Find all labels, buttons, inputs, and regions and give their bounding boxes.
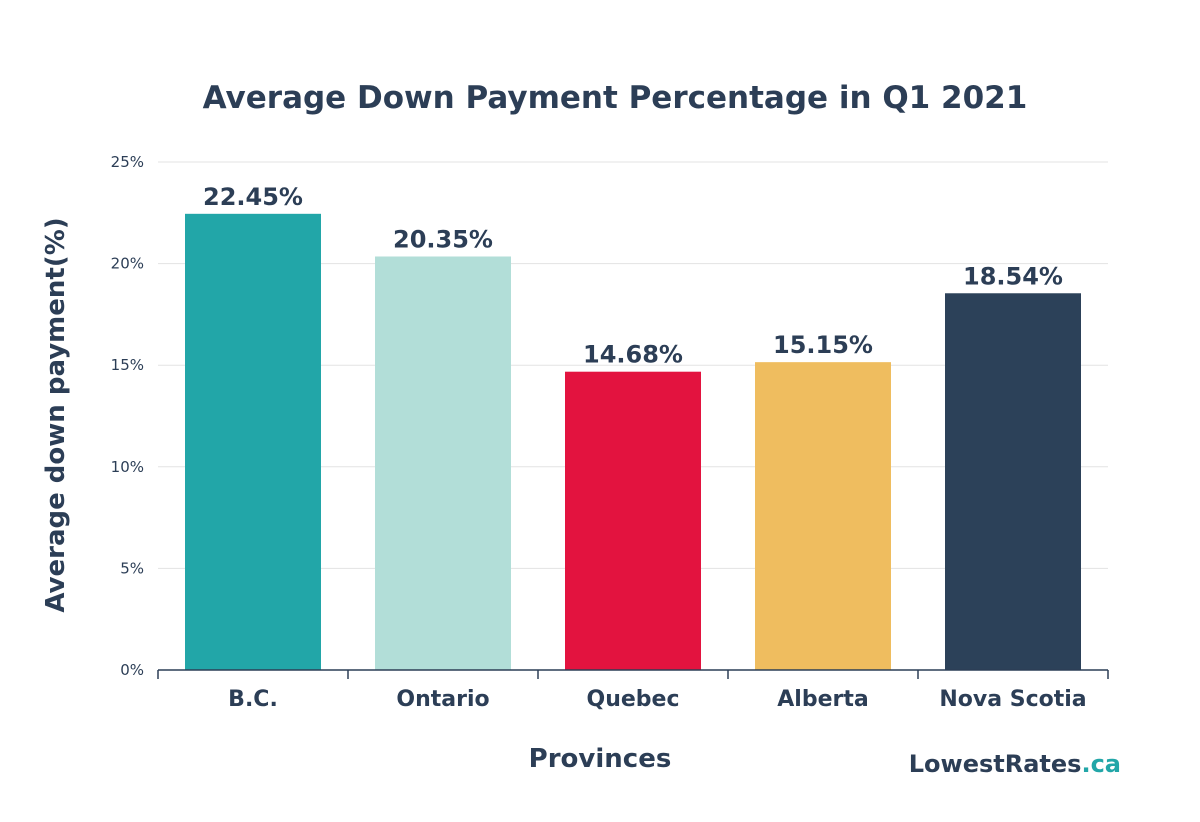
- data-label: 15.15%: [773, 331, 873, 359]
- x-tick-label: Ontario: [396, 687, 489, 712]
- bars: [185, 213, 1081, 671]
- brand-name: LowestRates: [909, 750, 1082, 778]
- data-label: 20.35%: [393, 225, 493, 253]
- bar-alberta: [755, 362, 891, 670]
- x-tick-label: Alberta: [777, 687, 868, 712]
- bar-b-c: [185, 213, 321, 671]
- y-tick-label: 10%: [111, 458, 144, 476]
- x-axis: [157, 669, 1109, 679]
- y-tick-label: 20%: [111, 255, 144, 273]
- chart-title: Average Down Payment Percentage in Q1 20…: [203, 80, 1028, 116]
- bar-quebec: [565, 371, 701, 670]
- x-tick-label: Nova Scotia: [939, 687, 1086, 712]
- data-label: 22.45%: [203, 183, 303, 211]
- y-axis-label: Average down payment(%): [41, 217, 71, 612]
- data-label: 18.54%: [963, 262, 1063, 290]
- brand-suffix: .ca: [1081, 750, 1121, 778]
- y-axis-ticks: 0% 5% 10% 15% 20% 25%: [111, 153, 144, 679]
- bar-nova-scotia: [945, 293, 1081, 670]
- x-axis-label: Provinces: [529, 744, 672, 774]
- y-tick-label: 0%: [120, 661, 144, 679]
- y-tick-label: 15%: [111, 356, 144, 374]
- brand-logo: LowestRates.ca: [909, 750, 1121, 778]
- y-tick-label: 5%: [120, 559, 144, 577]
- data-label: 14.68%: [583, 341, 683, 369]
- y-tick-label: 25%: [111, 153, 144, 171]
- data-labels: 22.45% 20.35% 14.68% 15.15% 18.54%: [203, 183, 1063, 369]
- x-tick-label: B.C.: [228, 687, 278, 712]
- bar-ontario: [375, 256, 511, 670]
- x-tick-label: Quebec: [587, 687, 680, 712]
- x-axis-ticks: B.C. Ontario Quebec Alberta Nova Scotia: [228, 687, 1086, 712]
